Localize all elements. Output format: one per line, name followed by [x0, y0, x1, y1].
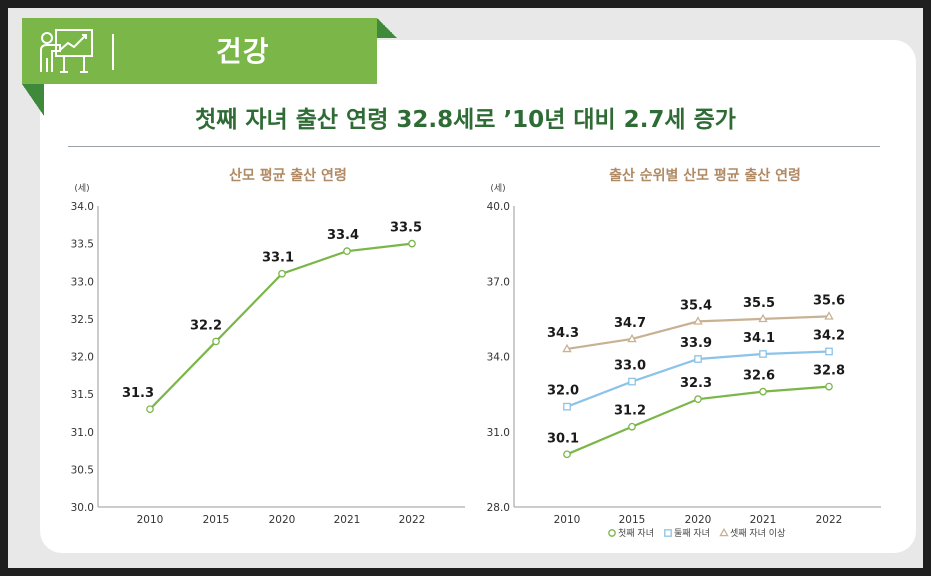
data-point — [563, 402, 571, 411]
headline-divider — [68, 146, 880, 147]
data-point — [562, 343, 572, 353]
data-label: 31.3 — [122, 386, 154, 401]
data-label: 35.5 — [743, 296, 775, 311]
y-tick-label: 34.0 — [71, 201, 94, 213]
legend-label: 셋째 자녀 이상 — [730, 528, 785, 539]
data-point — [408, 239, 416, 248]
data-label: 34.2 — [813, 328, 845, 343]
banner-fold — [377, 18, 397, 38]
x-tick-label: 2020 — [685, 514, 712, 526]
presentation-chart-icon — [40, 29, 93, 73]
legend-label: 첫째 자녀 — [618, 528, 654, 539]
x-tick-label: 2020 — [269, 514, 296, 526]
y-tick-label: 32.0 — [71, 352, 94, 364]
y-tick-label: 33.5 — [71, 239, 94, 251]
data-point — [146, 405, 154, 414]
x-tick-label: 2015 — [203, 514, 230, 526]
data-point — [212, 337, 220, 346]
data-point — [694, 395, 702, 403]
data-point — [343, 247, 351, 255]
chart-title: 산모 평균 출산 연령 — [229, 167, 347, 184]
content-card — [40, 40, 916, 553]
data-point — [824, 311, 834, 320]
page-headline: 첫째 자녀 출산 연령 32.8세로 ’10년 대비 2.7세 증가 — [195, 107, 736, 133]
x-tick-label: 2015 — [619, 514, 646, 526]
data-label: 32.0 — [547, 384, 579, 399]
x-tick-label: 2022 — [399, 514, 426, 526]
y-tick-label: 32.5 — [71, 314, 94, 326]
data-point — [759, 387, 767, 396]
data-point — [628, 422, 636, 431]
legend-marker — [608, 529, 616, 537]
data-label: 34.3 — [547, 326, 579, 341]
banner-title: 건강 — [216, 35, 270, 68]
y-tick-label: 33.0 — [71, 276, 94, 288]
data-label: 31.2 — [614, 404, 646, 419]
data-label: 34.1 — [743, 331, 775, 346]
y-tick-label: 37.0 — [487, 276, 510, 288]
data-point — [825, 347, 833, 356]
data-label: 33.4 — [327, 228, 359, 243]
y-tick-label: 31.5 — [71, 389, 94, 401]
y-tick-label: 31.0 — [71, 427, 94, 439]
data-point — [694, 355, 702, 363]
y-tick-label: 40.0 — [487, 201, 510, 213]
data-point — [693, 316, 703, 325]
data-label: 34.7 — [614, 316, 646, 331]
data-label: 33.5 — [390, 221, 422, 236]
data-label: 33.0 — [614, 359, 646, 374]
data-label: 32.8 — [813, 364, 845, 379]
x-tick-label: 2022 — [816, 514, 843, 526]
data-point — [759, 350, 767, 358]
x-tick-label: 2010 — [137, 514, 164, 526]
x-tick-label: 2021 — [750, 514, 777, 526]
y-tick-label: 34.0 — [487, 352, 510, 364]
data-point — [563, 450, 571, 459]
x-tick-label: 2010 — [554, 514, 581, 526]
data-point — [278, 269, 286, 278]
y-tick-label: 31.0 — [487, 427, 510, 439]
data-label: 35.4 — [680, 298, 712, 313]
chart-title: 출산 순위별 산모 평균 출산 연령 — [609, 167, 801, 184]
legend-marker — [719, 527, 729, 537]
data-label: 33.1 — [262, 251, 294, 266]
data-label: 32.3 — [680, 376, 712, 391]
y-unit-label: (세) — [74, 183, 89, 194]
x-tick-label: 2021 — [334, 514, 361, 526]
banner-divider — [112, 34, 114, 70]
data-label: 32.2 — [190, 318, 222, 333]
data-label: 35.6 — [813, 293, 845, 308]
y-tick-label: 30.5 — [71, 464, 94, 476]
y-tick-label: 28.0 — [487, 502, 510, 514]
legend-marker — [664, 529, 672, 537]
y-unit-label: (세) — [490, 183, 505, 194]
data-label: 33.9 — [680, 336, 712, 351]
banner-fold-left — [22, 84, 44, 116]
data-label: 32.6 — [743, 369, 775, 384]
data-point — [628, 377, 636, 386]
y-tick-label: 30.0 — [71, 502, 94, 514]
data-label: 30.1 — [547, 431, 579, 446]
data-point — [758, 313, 768, 323]
data-point — [825, 382, 833, 391]
data-point — [627, 333, 637, 343]
legend-label: 둘째 자녀 — [674, 528, 710, 539]
